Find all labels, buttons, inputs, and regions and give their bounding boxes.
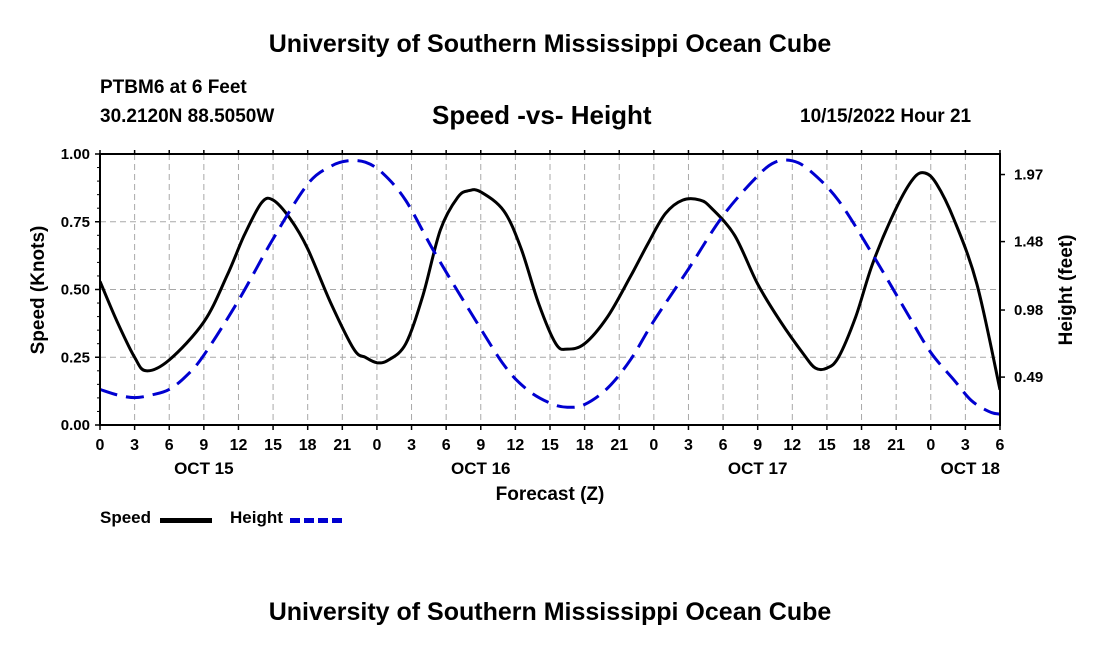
x-tick-label: 12: [506, 437, 524, 454]
x-tick-label: 3: [130, 437, 139, 454]
y-tick-label: 0.75: [61, 214, 90, 231]
x-tick-label: 12: [783, 437, 801, 454]
legend-label-height: Height: [230, 508, 283, 527]
y2-axis-label: Height (feet): [1056, 235, 1077, 346]
x-tick-label: 18: [853, 437, 871, 454]
legend-swatch-speed: [160, 518, 212, 523]
chart-subtitle: Speed -vs- Height: [432, 100, 652, 130]
y-tick-label: 0.25: [61, 349, 90, 366]
x-tick-label: 9: [199, 437, 208, 454]
x-tick-label: 15: [541, 437, 559, 454]
x-day-label: OCT 15: [174, 459, 234, 478]
y-tick-label: 0.00: [61, 417, 90, 434]
x-tick-label: 3: [407, 437, 416, 454]
x-tick-label: 9: [476, 437, 485, 454]
legend-swatch-height: [290, 518, 342, 523]
x-tick-label: 0: [926, 437, 935, 454]
x-tick-label: 21: [887, 437, 905, 454]
y2-tick-label: 1.48: [1014, 234, 1043, 251]
x-tick-label: 15: [818, 437, 836, 454]
y2-tick-label: 1.97: [1014, 167, 1043, 184]
y-axis-label: Speed (Knots): [28, 226, 49, 355]
x-tick-label: 3: [961, 437, 970, 454]
legend-label-speed: Speed: [100, 508, 152, 527]
y-tick-label: 1.00: [61, 146, 90, 163]
x-tick-label: 0: [372, 437, 381, 454]
x-tick-label: 9: [753, 437, 762, 454]
x-tick-label: 3: [684, 437, 693, 454]
x-tick-label: 6: [996, 437, 1005, 454]
x-tick-label: 12: [230, 437, 248, 454]
x-tick-label: 0: [649, 437, 658, 454]
x-tick-label: 21: [610, 437, 628, 454]
x-day-label: OCT 16: [451, 459, 511, 478]
x-tick-label: 0: [96, 437, 105, 454]
y2-tick-label: 0.98: [1014, 302, 1043, 319]
x-tick-label: 6: [165, 437, 174, 454]
y-tick-label: 0.50: [61, 282, 90, 299]
speed-height-chart: 0 3 6 9 12 15 18 21 0 3 6 9 12 15 18 21 0 3 6 9 12 15 18 21 0 3 6O…: [28, 146, 1077, 505]
series-line-speed: [100, 171, 1000, 391]
y2-tick-label: 0.49: [1014, 369, 1043, 386]
station-label: PTBM6 at 6 Feet: [100, 77, 247, 98]
forecast-datetime: 10/15/2022 Hour 21: [800, 106, 972, 127]
series-line-height: [100, 158, 1000, 416]
x-axis-label: Forecast (Z): [496, 484, 605, 505]
chart-series-layer: [100, 158, 1000, 416]
footer-title: University of Southern Mississippi Ocean…: [268, 598, 832, 626]
x-tick-label: 18: [576, 437, 594, 454]
station-coordinates: 30.2120N 88.5050W: [100, 106, 275, 127]
page-title: University of Southern Mississippi Ocean…: [268, 30, 832, 58]
x-tick-label: 15: [264, 437, 282, 454]
x-day-label: OCT 18: [940, 459, 1000, 478]
x-tick-label: 6: [719, 437, 728, 454]
x-tick-label: 6: [442, 437, 451, 454]
chart-ticks: 0 3 6 9 12 15 18 21 0 3 6 9 12 15 18 21 0 3 6 9 12 15 18 21 0 3 6O…: [61, 146, 1043, 478]
x-tick-label: 21: [333, 437, 351, 454]
x-tick-label: 18: [299, 437, 317, 454]
x-day-label: OCT 17: [728, 459, 788, 478]
